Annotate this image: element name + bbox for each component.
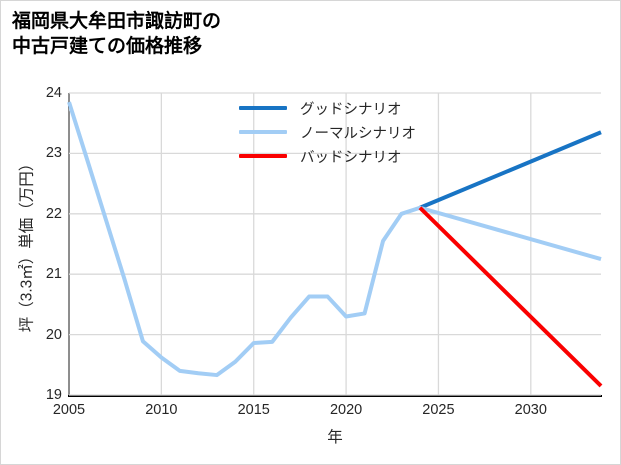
y-axis-label: 坪（3.3㎡）単価（万円）: [15, 93, 35, 395]
x-axis-label: 年: [327, 429, 343, 446]
plot-area: 19 20 21 22 23 24 2005 2010 2015 2020 2025 2030: [46, 85, 603, 418]
series-line: [419, 130, 602, 210]
y-tick-label: 19: [45, 387, 62, 403]
series-line: [418, 206, 603, 388]
y-tick-label: 20: [45, 326, 62, 343]
chart-legend: グッドシナリオ ノーマルシナリオ バッドシナリオ: [239, 96, 449, 168]
x-tick-labels: 2005 2010 2015 2020 2025 2030: [53, 93, 601, 418]
x-tick-label: 2020: [329, 402, 363, 418]
x-tick-label: 2025: [422, 402, 455, 418]
legend-swatch-bad: [239, 154, 287, 158]
x-tick-label: 2030: [514, 402, 547, 418]
grid-lines: [68, 92, 601, 396]
legend-label-good: グッドシナリオ: [300, 101, 402, 118]
legend-swatch-good: [239, 106, 287, 110]
legend-label-normal: ノーマルシナリオ: [300, 125, 416, 142]
y-axis-label-text: 坪（3.3㎡）単価（万円）: [18, 155, 35, 333]
x-tick-label: 2015: [237, 402, 270, 418]
series-lines: [67, 101, 603, 388]
legend-label-bad: バッドシナリオ: [300, 149, 402, 166]
legend-item-good[interactable]: グッドシナリオ: [239, 96, 449, 120]
x-tick-label: 2005: [52, 402, 86, 418]
page-title: 福岡県大牟田市諏訪町の 中古戸建ての価格推移: [12, 11, 222, 58]
legend-swatch-normal: [239, 130, 287, 134]
y-tick-label: 22: [45, 205, 62, 222]
legend-item-normal[interactable]: ノーマルシナリオ: [239, 120, 449, 144]
legend-item-bad[interactable]: バッドシナリオ: [239, 144, 449, 168]
series-line: [67, 101, 602, 378]
x-axis-spine: [68, 395, 602, 397]
x-tick-label: 2010: [145, 402, 178, 418]
y-tick-label: 23: [45, 145, 62, 162]
y-tick-labels: 19 20 21 22 23 24: [46, 85, 601, 403]
y-tick-label: 21: [45, 266, 62, 283]
y-tick-label: 24: [45, 85, 62, 101]
